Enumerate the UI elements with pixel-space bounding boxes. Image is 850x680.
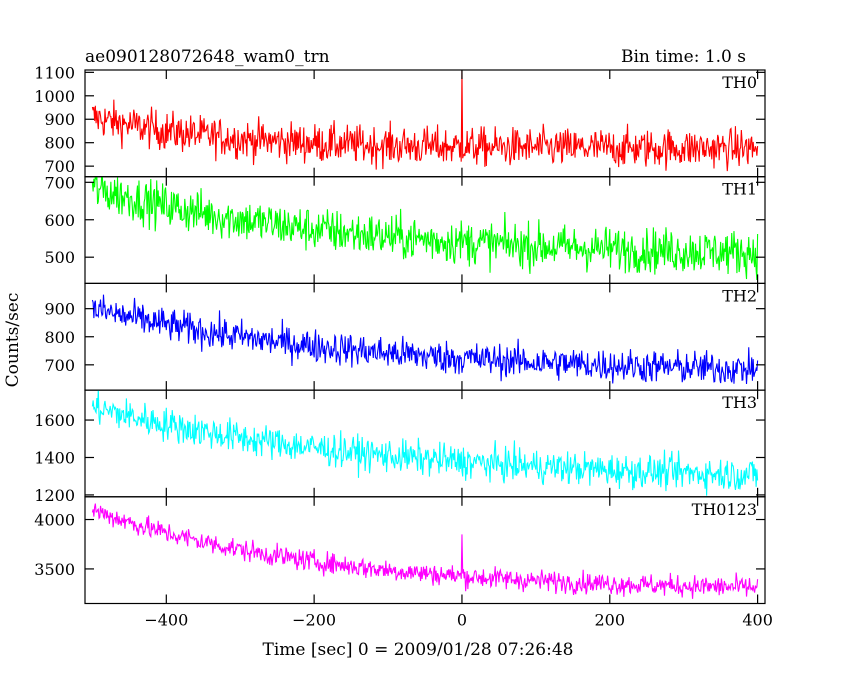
y-tick-label: 1400: [34, 448, 75, 467]
y-tick-label: 800: [44, 134, 75, 153]
panels-group: 700 800 900 1000 1100 TH0 500 600 700 TH1 700 800 90…: [34, 63, 773, 629]
panel-label-th0123: TH0123: [692, 500, 757, 519]
panel-frame-th2: [84, 282, 766, 391]
y-tick-label: 500: [44, 248, 75, 267]
panel-label-th1: TH1: [722, 180, 757, 199]
x-axis-label: Time [sec] 0 = 2009/01/28 07:26:48: [263, 640, 574, 660]
y-tick-label: 3500: [34, 560, 75, 579]
y-tick-label: 900: [44, 110, 75, 129]
y-tick-label: 4000: [34, 511, 75, 530]
panel-label-th0: TH0: [722, 73, 757, 92]
panel-frame-th0: [84, 69, 766, 178]
series-line-th0123: [91, 503, 759, 599]
x-tick-label: −400: [144, 611, 188, 630]
y-tick-label: 1200: [34, 486, 75, 505]
panel-label-th3: TH3: [722, 393, 757, 412]
panel-frame-th1: [84, 176, 766, 284]
series-line-th0: [91, 70, 759, 172]
y-tick-label: 900: [44, 300, 75, 319]
x-tick-label: −200: [292, 611, 336, 630]
y-axis-label: Counts/sec: [3, 293, 23, 388]
y-tick-label: 700: [44, 356, 75, 375]
y-tick-label: 700: [44, 157, 75, 176]
series-line-th2: [91, 294, 759, 385]
y-tick-label: 800: [44, 328, 75, 347]
panel-label-th2: TH2: [722, 286, 757, 305]
x-tick-label: 0: [457, 611, 467, 630]
x-tick-label: 400: [742, 611, 773, 630]
panel-frame-th0123: [84, 496, 766, 605]
chart-title: ae090128072648_wam0_trn: [85, 47, 330, 67]
bin-time-label: Bin time: 1.0 s: [621, 47, 746, 67]
y-tick-label: 1100: [34, 63, 75, 82]
y-tick-label: 1600: [34, 411, 75, 430]
x-tick-label: 200: [595, 611, 626, 630]
panel-frame-th3: [84, 389, 766, 498]
y-tick-label: 1000: [34, 87, 75, 106]
series-line-th3: [91, 390, 759, 496]
y-tick-label: 700: [44, 173, 75, 192]
y-tick-label: 600: [44, 211, 75, 230]
series-line-th1: [91, 176, 759, 281]
